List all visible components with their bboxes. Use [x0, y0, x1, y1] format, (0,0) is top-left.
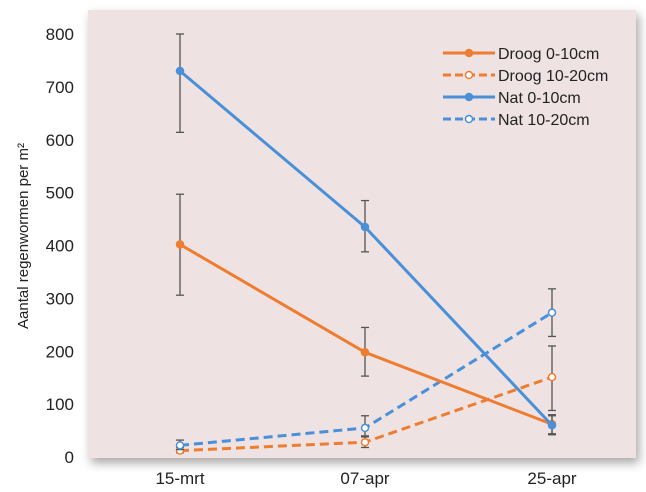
legend-marker: [464, 92, 474, 102]
data-point: [360, 348, 370, 357]
x-tick-label: 15-mrt: [155, 469, 204, 488]
legend-item: Droog 10-20cm: [443, 68, 608, 85]
data-point: [547, 421, 557, 430]
data-point: [360, 222, 370, 232]
data-point: [547, 372, 557, 382]
x-tick-labels: 15-mrt 07-apr 25-apr: [155, 469, 576, 488]
data-point: [360, 437, 370, 447]
legend-marker: [464, 114, 474, 124]
x-tick-label: 07-apr: [340, 469, 389, 488]
y-tick-label: 300: [46, 289, 74, 308]
legend: Droog 0-10cm Droog 10-20cm Nat 0-10cm Nat 1…: [443, 46, 608, 129]
y-tick-label: 0: [65, 448, 74, 467]
plot-background: [88, 10, 636, 458]
series-group: [175, 288, 557, 451]
data-point: [547, 308, 557, 317]
data-point: [175, 66, 185, 76]
data-point: [360, 423, 370, 433]
legend-marker: [464, 48, 474, 58]
y-tick-labels: 0 100 200 300 400 500 600 700 800: [46, 25, 74, 467]
y-tick-label: 800: [46, 25, 74, 44]
y-tick-label: 700: [46, 78, 74, 97]
legend-marker: [464, 70, 474, 80]
series-layer: [175, 33, 557, 455]
y-tick-label: 400: [46, 237, 74, 256]
legend-item: Droog 0-10cm: [443, 46, 599, 63]
y-axis-label: Aantal regenwormen per m²: [15, 143, 32, 329]
data-point: [175, 240, 185, 249]
y-tick-label: 500: [46, 184, 74, 203]
legend-label: Nat 0-10cm: [498, 90, 581, 107]
legend-item: Nat 10-20cm: [443, 112, 590, 129]
legend-item: Nat 0-10cm: [443, 90, 581, 107]
legend-label: Droog 0-10cm: [498, 46, 599, 63]
error-bar: [176, 33, 184, 133]
y-tick-label: 200: [46, 342, 74, 361]
legend-label: Nat 10-20cm: [498, 112, 590, 129]
x-tick-label: 25-apr: [527, 469, 576, 488]
data-point: [175, 441, 185, 450]
y-tick-label: 100: [46, 395, 74, 414]
legend-label: Droog 10-20cm: [498, 68, 608, 85]
series-group: [175, 33, 557, 436]
y-tick-label: 600: [46, 131, 74, 150]
